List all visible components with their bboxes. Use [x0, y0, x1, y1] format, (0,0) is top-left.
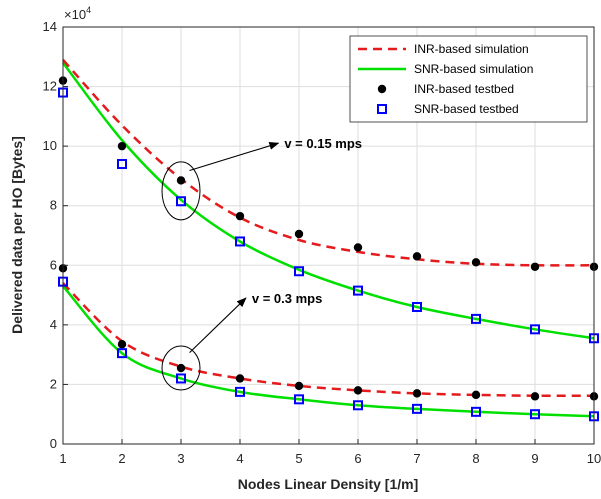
annotation-label: v = 0.15 mps	[284, 136, 362, 151]
y-tick-label: 10	[43, 138, 57, 153]
annotation-layer: v = 0.15 mps v = 0.3 mps	[161, 136, 362, 391]
data-point-snr-based-testbed	[412, 301, 422, 312]
data-point-inr-based-testbed	[176, 363, 186, 373]
x-tick-label: 3	[177, 451, 184, 466]
y-tick-label: 4	[50, 317, 57, 332]
data-point-inr-based-testbed	[353, 386, 363, 395]
plot-frame	[62, 26, 595, 445]
data-point-inr-based-testbed	[235, 211, 245, 221]
data-point-snr-based-testbed	[176, 196, 186, 207]
x-tick-label: 2	[118, 451, 125, 466]
x-tick-label: 7	[413, 451, 420, 466]
x-tick-label: 1	[59, 451, 66, 466]
x-tick-label: 9	[531, 451, 538, 466]
annotation-ellipse	[161, 345, 201, 391]
y-multiplier: ×104	[64, 5, 91, 22]
legend-label: INR-based simulation	[414, 42, 529, 56]
x-tick-label: 8	[472, 451, 479, 466]
data-point-inr-based-testbed	[471, 390, 481, 400]
data-point-snr-based-testbed	[235, 386, 245, 397]
data-point-inr-based-testbed	[471, 258, 481, 267]
legend-swatch-dot	[377, 84, 387, 94]
y-multiplier-exponent: 4	[86, 5, 91, 15]
data-point-snr-based-testbed	[471, 406, 481, 417]
data-point-inr-based-testbed	[353, 243, 363, 252]
data-point-inr-based-testbed	[530, 262, 540, 271]
series-line-inr-based-simulation	[62, 58, 595, 267]
x-axis-label: Nodes Linear Density [1/m]	[238, 476, 419, 492]
data-point-snr-based-testbed	[117, 348, 127, 359]
series-line-snr-based-simulation	[62, 285, 595, 418]
data-point-inr-based-testbed	[117, 141, 127, 151]
x-tick-label: 5	[295, 451, 302, 466]
annotation-ellipse	[161, 161, 201, 221]
legend-label: SNR-based testbed	[414, 102, 519, 116]
legend-swatch-square	[377, 104, 387, 114]
data-point-inr-based-testbed	[294, 229, 304, 239]
data-point-snr-based-testbed	[471, 313, 481, 324]
data-point-snr-based-testbed	[294, 394, 304, 405]
x-tick-label: 10	[587, 451, 601, 466]
y-tick-label: 12	[43, 79, 57, 94]
legend: INR-based simulation SNR-based simulation…	[349, 35, 588, 123]
data-point-snr-based-testbed	[353, 400, 363, 411]
y-tick-label: 0	[50, 436, 57, 451]
series-layer	[58, 58, 599, 422]
data-point-inr-based-testbed	[294, 381, 304, 391]
annotation-arrow	[189, 141, 280, 172]
series-line-snr-based-simulation	[62, 61, 595, 340]
data-point-inr-based-testbed	[176, 176, 186, 185]
data-point-snr-based-testbed	[353, 285, 363, 296]
data-point-inr-based-testbed	[117, 340, 127, 349]
data-point-snr-based-testbed	[530, 409, 540, 420]
legend-label: INR-based testbed	[414, 82, 514, 96]
legend-label: SNR-based simulation	[414, 62, 533, 76]
annotation-arrow	[189, 297, 247, 354]
y-tick-label: 6	[50, 257, 57, 272]
data-point-snr-based-testbed	[117, 159, 127, 170]
y-axis-label: Delivered data per HO [Bytes]	[9, 136, 25, 334]
y-tick-label: 2	[50, 376, 57, 391]
data-point-snr-based-testbed	[412, 403, 422, 414]
y-tick-label: 8	[50, 198, 57, 213]
annotation-label: v = 0.3 mps	[252, 291, 322, 306]
data-point-snr-based-testbed	[235, 236, 245, 247]
x-tick-label: 4	[236, 451, 243, 466]
legend-box	[349, 35, 588, 123]
data-point-snr-based-testbed	[530, 324, 540, 335]
x-tick-label: 6	[354, 451, 361, 466]
data-point-inr-based-testbed	[412, 252, 422, 261]
y-tick-label: 14	[43, 19, 57, 34]
data-point-inr-based-testbed	[235, 374, 245, 383]
series-line-inr-based-simulation	[62, 282, 595, 398]
data-point-snr-based-testbed	[176, 373, 186, 384]
y-multiplier-base: ×10	[64, 7, 86, 22]
data-point-inr-based-testbed	[412, 389, 422, 398]
data-point-snr-based-testbed	[294, 266, 304, 277]
data-point-inr-based-testbed	[530, 392, 540, 401]
